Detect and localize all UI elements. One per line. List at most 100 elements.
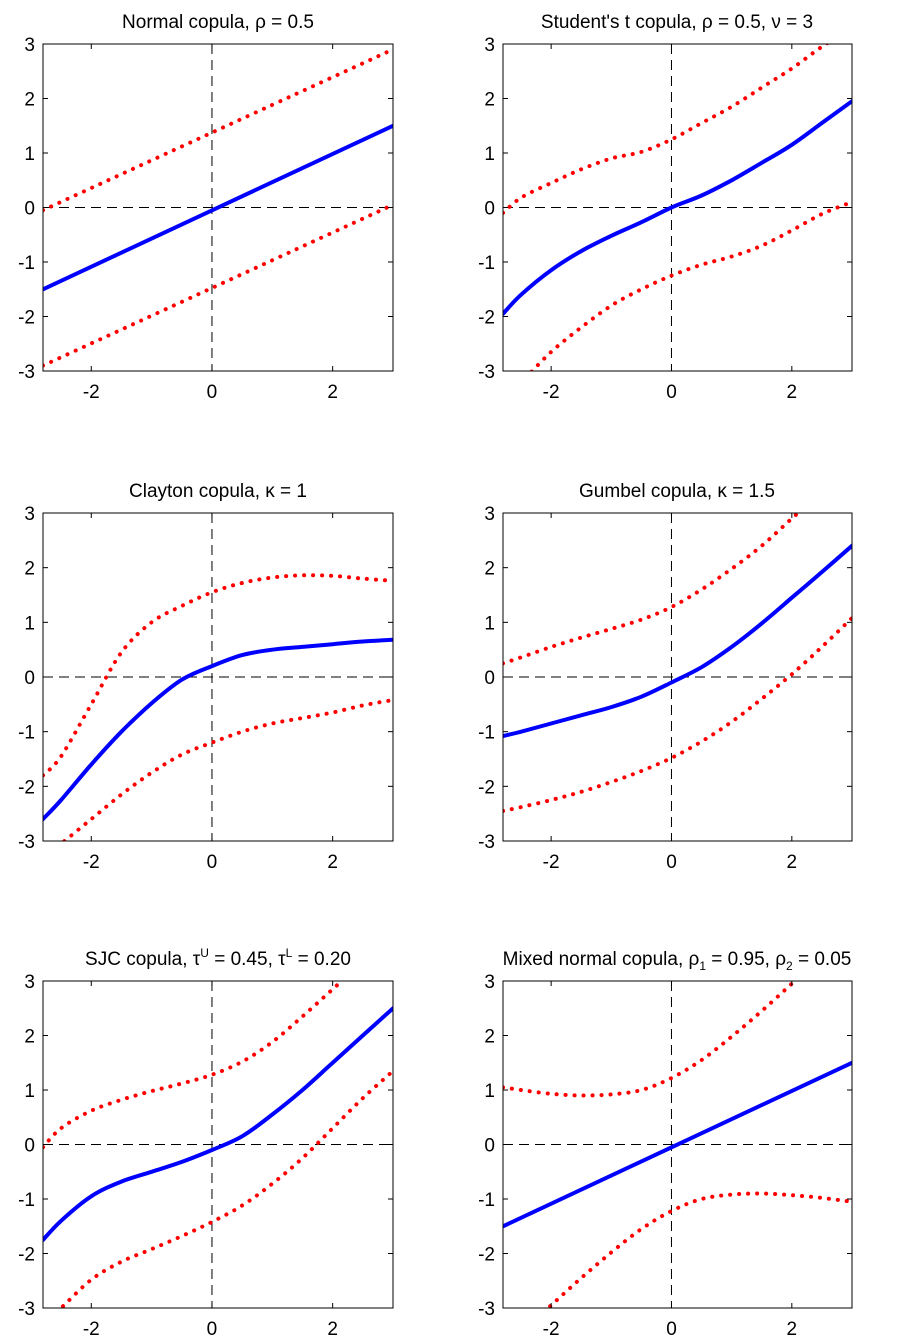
panel-3: Clayton copula, κ = 1 -2 0 2 -3 -2 -1 0 1 2 3: [18, 481, 394, 873]
title-part: L: [286, 946, 293, 960]
title-part: Mixed normal copula, ρ: [503, 949, 700, 970]
y-tick-label: 3: [484, 972, 495, 993]
x-tick-label: 2: [787, 1319, 798, 1340]
x-tick-label: 0: [666, 382, 677, 403]
plot-area: [503, 513, 852, 841]
series-line-band-2: [529, 200, 852, 371]
panel-title: Mixed normal copula, ρ1 = 0.95, ρ2 = 0.0…: [503, 949, 852, 973]
x-tick-label: 2: [787, 382, 798, 403]
y-tick-label: 1: [484, 613, 495, 634]
series-line-band-2: [58, 1068, 393, 1308]
x-tick-label: 0: [666, 852, 677, 873]
title-part: 1: [699, 959, 706, 973]
y-tick-label: 0: [484, 668, 495, 689]
y-tick-label: 0: [24, 668, 35, 689]
y-tick-label: 0: [484, 199, 495, 220]
series-line-mean: [43, 637, 393, 822]
y-tick-label: 0: [24, 199, 35, 220]
series-line-band-2: [43, 202, 393, 368]
title-part: = 0.45, τ: [209, 949, 286, 970]
x-tick-label: 0: [207, 382, 218, 403]
title-part: = 0.20: [292, 949, 351, 970]
series-line-band-1: [503, 44, 830, 215]
series-line-band-1: [43, 573, 393, 778]
x-tick-label: -2: [543, 382, 560, 403]
y-tick-label: -1: [478, 1190, 495, 1211]
panel-title: Student's t copula, ρ = 0.5, ν = 3: [541, 12, 813, 33]
series-line-mean: [503, 99, 852, 316]
y-tick-label: -2: [18, 308, 35, 329]
series-line-mean: [43, 123, 393, 292]
y-tick-label: 1: [24, 144, 35, 165]
title-part: Gumbel copula, κ = 1.5: [579, 481, 775, 502]
y-tick-label: 1: [24, 1081, 35, 1102]
x-tick-label: 2: [327, 852, 338, 873]
y-tick-label: 2: [24, 1027, 35, 1048]
y-tick-label: -3: [18, 1299, 35, 1320]
y-tick-label: -2: [478, 308, 495, 329]
title-part: Student's t copula, ρ = 0.5, ν = 3: [541, 12, 813, 33]
y-tick-label: 3: [484, 504, 495, 525]
plot-area: [503, 44, 852, 371]
plot-area: [503, 981, 852, 1308]
y-tick-label: 3: [24, 35, 35, 56]
y-tick-label: 3: [484, 35, 495, 56]
y-tick-label: 2: [24, 559, 35, 580]
title-part: Clayton copula, κ = 1: [129, 481, 307, 502]
y-tick-label: -1: [18, 723, 35, 744]
y-tick-label: -1: [18, 253, 35, 274]
x-tick-label: 0: [207, 852, 218, 873]
y-tick-label: 0: [24, 1136, 35, 1157]
y-tick-label: -2: [478, 777, 495, 798]
series-line-mean: [503, 1060, 852, 1229]
y-tick-label: 2: [484, 559, 495, 580]
y-tick-label: -3: [18, 362, 35, 383]
panel-6: Mixed normal copula, ρ1 = 0.95, ρ2 = 0.0…: [478, 949, 853, 1340]
y-tick-label: 0: [484, 1136, 495, 1157]
series-line-mean: [503, 543, 852, 738]
x-tick-label: 2: [327, 382, 338, 403]
series-line-mean: [43, 1006, 393, 1242]
x-tick-label: 0: [207, 1319, 218, 1340]
title-part: = 0.05: [793, 949, 852, 970]
y-tick-label: -1: [478, 253, 495, 274]
panel-title: SJC copula, τU = 0.45, τL = 0.20: [85, 946, 351, 970]
x-tick-label: -2: [543, 852, 560, 873]
y-tick-label: 1: [24, 613, 35, 634]
plot-area: [43, 44, 393, 371]
panel-1: Normal copula, ρ = 0.5 -2 0 2 -3 -2 -1 0 1 2 3: [18, 12, 394, 403]
panel-5: SJC copula, τU = 0.45, τL = 0.20 -2 0 2 -3 -2…: [18, 946, 394, 1340]
y-tick-label: 2: [484, 90, 495, 111]
plot-area: [43, 981, 393, 1308]
y-tick-label: 1: [484, 144, 495, 165]
x-tick-label: -2: [83, 382, 100, 403]
series-line-band-1: [43, 981, 345, 1150]
x-tick-label: 2: [327, 1319, 338, 1340]
title-part: U: [200, 946, 209, 960]
y-tick-label: 3: [24, 504, 35, 525]
panel-title: Gumbel copula, κ = 1.5: [579, 481, 775, 502]
y-tick-label: 2: [24, 90, 35, 111]
panel-2: Student's t copula, ρ = 0.5, ν = 3 -2 0 2 -3…: [478, 12, 853, 403]
y-tick-label: -3: [18, 832, 35, 853]
y-tick-label: -2: [478, 1245, 495, 1266]
x-tick-label: 2: [787, 852, 798, 873]
panel-4: Gumbel copula, κ = 1.5 -2 0 2 -3 -2 -1 0 1 2 3: [478, 481, 853, 873]
y-tick-label: 3: [24, 972, 35, 993]
y-tick-label: -1: [478, 723, 495, 744]
series-line-band-2: [61, 698, 393, 841]
x-tick-label: -2: [83, 1319, 100, 1340]
x-tick-label: -2: [543, 1319, 560, 1340]
series-line-band-1: [43, 47, 393, 213]
y-tick-label: -2: [18, 777, 35, 798]
y-tick-label: -3: [478, 832, 495, 853]
x-tick-label: -2: [83, 852, 100, 873]
x-tick-label: 0: [666, 1319, 677, 1340]
y-tick-label: 1: [484, 1081, 495, 1102]
y-tick-label: -3: [478, 362, 495, 383]
title-part: = 0.95, ρ: [706, 949, 786, 970]
title-part: 2: [786, 959, 793, 973]
series-line-band-2: [503, 616, 852, 813]
y-tick-label: 2: [484, 1027, 495, 1048]
